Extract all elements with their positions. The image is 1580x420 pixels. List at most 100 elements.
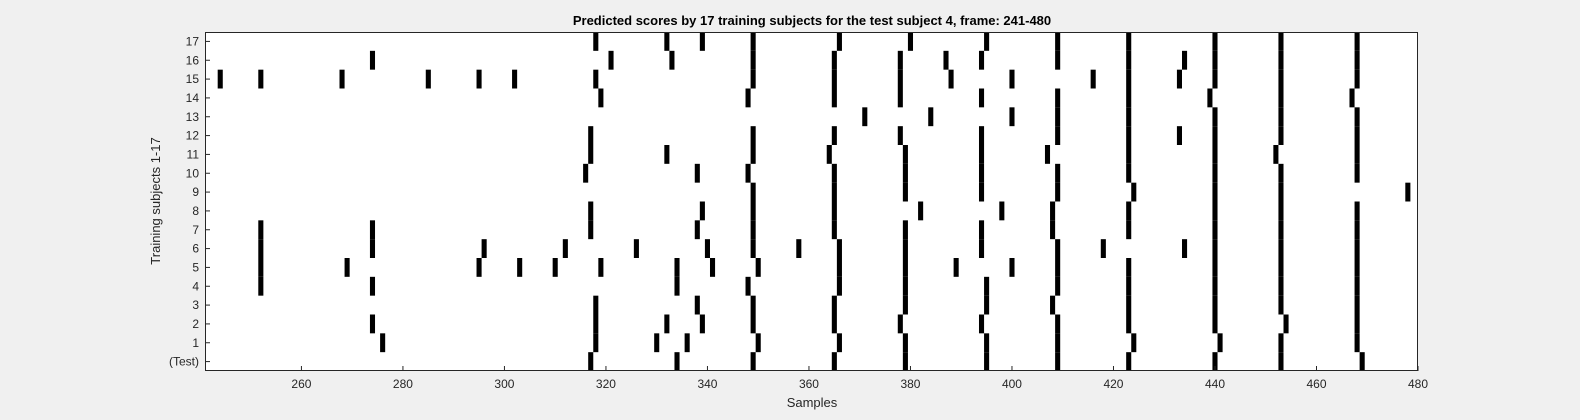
event-mark xyxy=(1055,333,1061,353)
event-mark xyxy=(745,163,751,183)
event-mark xyxy=(694,220,700,240)
event-mark xyxy=(1278,333,1284,353)
event-mark xyxy=(978,88,985,108)
x-tick-label: 400 xyxy=(1002,377,1022,391)
event-mark xyxy=(984,276,990,296)
event-mark xyxy=(1354,69,1360,89)
event-mark xyxy=(1055,32,1061,51)
event-mark xyxy=(826,145,832,164)
x-tick-label: 260 xyxy=(291,377,311,391)
event-mark xyxy=(1212,314,1218,334)
event-mark xyxy=(664,32,670,51)
event-mark xyxy=(1131,333,1137,353)
event-mark xyxy=(588,352,594,371)
y-tick-label: (Test) xyxy=(169,355,199,369)
event-mark xyxy=(552,258,558,277)
event-mark xyxy=(1212,220,1218,240)
y-tick-label: 12 xyxy=(186,129,200,143)
event-mark xyxy=(897,50,903,70)
event-mark xyxy=(654,333,660,353)
event-mark xyxy=(902,182,908,202)
event-mark xyxy=(1176,126,1182,145)
event-mark xyxy=(593,333,599,353)
y-tick-label: 8 xyxy=(192,204,199,218)
x-tick-label: 420 xyxy=(1103,377,1123,391)
event-mark xyxy=(831,352,837,371)
event-mark xyxy=(1100,239,1106,258)
event-mark xyxy=(750,69,756,89)
event-mark xyxy=(1278,163,1284,183)
event-mark xyxy=(750,126,756,145)
event-mark xyxy=(836,239,842,258)
x-axis-label: Samples xyxy=(787,395,838,410)
chart-title: Predicted scores by 17 training subjects… xyxy=(573,13,1051,28)
event-mark xyxy=(1354,333,1360,353)
event-mark xyxy=(984,352,990,371)
event-mark xyxy=(684,333,690,353)
event-mark xyxy=(258,220,264,240)
event-mark xyxy=(1126,352,1132,371)
event-mark xyxy=(664,314,670,334)
event-mark xyxy=(664,145,670,164)
event-mark xyxy=(1126,314,1132,334)
event-mark xyxy=(258,276,264,296)
event-mark xyxy=(1126,258,1132,277)
event-mark xyxy=(1354,258,1360,277)
event-mark xyxy=(369,276,376,296)
event-mark xyxy=(1182,50,1188,70)
event-mark xyxy=(750,145,756,164)
event-marks xyxy=(217,32,1411,371)
y-tick-label: 1 xyxy=(192,336,199,350)
event-mark xyxy=(902,239,908,258)
event-mark xyxy=(1212,182,1218,202)
event-mark xyxy=(750,314,756,334)
event-mark xyxy=(928,107,934,127)
event-mark xyxy=(1044,145,1051,164)
event-mark xyxy=(1009,69,1015,89)
event-mark xyxy=(598,88,604,108)
event-mark xyxy=(1126,201,1132,221)
event-mark xyxy=(217,69,223,89)
event-mark xyxy=(831,126,837,145)
event-mark xyxy=(1278,107,1284,127)
event-mark xyxy=(598,258,604,277)
event-mark xyxy=(978,126,985,145)
event-mark xyxy=(1273,145,1279,164)
event-mark xyxy=(699,314,705,334)
x-tick-label: 300 xyxy=(494,377,514,391)
event-mark xyxy=(831,295,837,315)
event-mark xyxy=(836,258,842,277)
event-mark xyxy=(344,258,350,277)
event-mark xyxy=(1126,276,1132,296)
event-mark xyxy=(1354,295,1360,315)
event-mark xyxy=(897,314,903,334)
event-mark xyxy=(1212,145,1218,164)
event-mark xyxy=(796,239,802,258)
y-tick-label: 3 xyxy=(192,298,199,312)
event-mark xyxy=(674,276,680,296)
event-mark xyxy=(831,69,837,89)
event-mark xyxy=(588,126,594,145)
event-mark xyxy=(978,163,985,183)
event-mark xyxy=(1212,107,1218,127)
x-tick-label: 480 xyxy=(1408,377,1428,391)
event-mark xyxy=(593,69,599,89)
event-mark xyxy=(1090,69,1096,89)
event-mark xyxy=(1278,182,1284,202)
event-mark xyxy=(1050,220,1056,240)
event-mark xyxy=(1126,88,1132,108)
event-mark xyxy=(588,201,594,221)
event-mark xyxy=(1055,352,1061,371)
event-mark xyxy=(593,32,599,51)
event-mark xyxy=(1278,32,1284,51)
plot-area xyxy=(205,32,1418,371)
event-mark xyxy=(1126,107,1132,127)
event-mark xyxy=(1055,276,1061,296)
event-mark xyxy=(1050,295,1056,315)
event-mark xyxy=(999,201,1005,221)
event-mark xyxy=(750,352,756,371)
event-mark xyxy=(1359,352,1365,371)
event-mark xyxy=(1055,50,1061,70)
event-mark xyxy=(369,50,376,70)
